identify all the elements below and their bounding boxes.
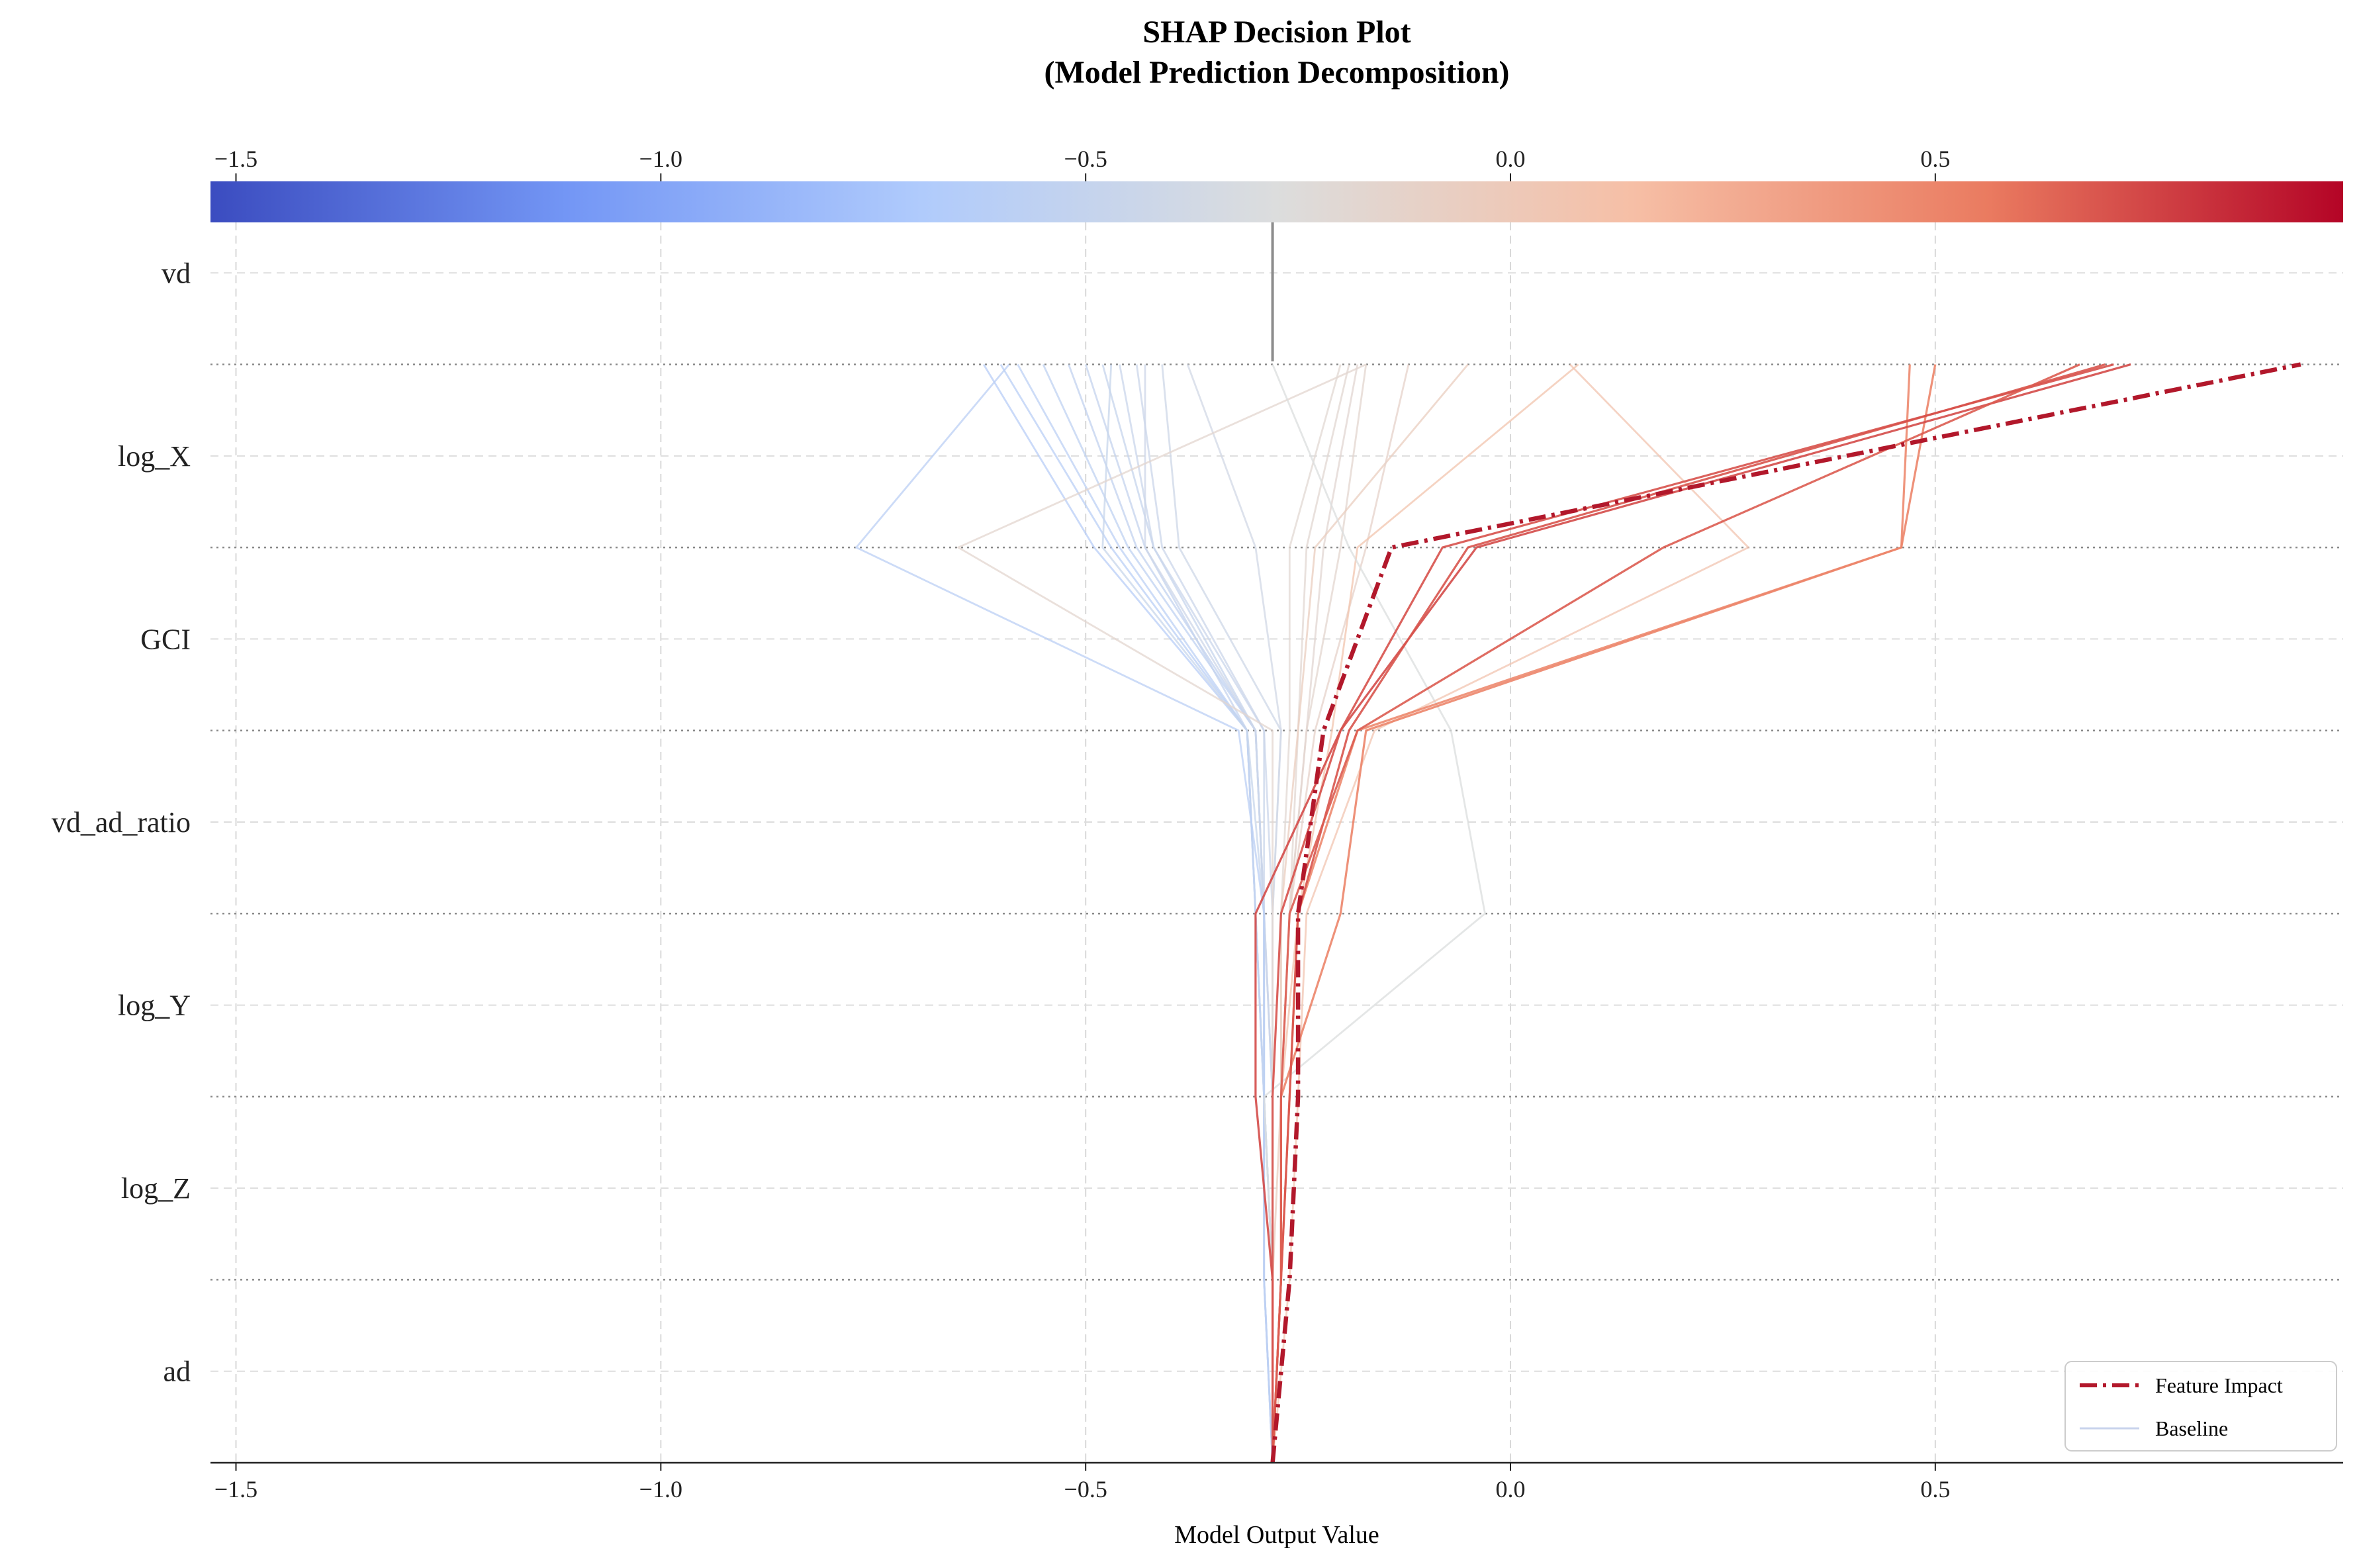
- feature-label-log_Y: log_Y: [118, 990, 191, 1022]
- colorbar-tick-label-2: −0.5: [1064, 146, 1107, 172]
- colorbar-tick-label-1: −1.0: [639, 146, 682, 172]
- x-tick-label-2: −0.5: [1064, 1476, 1107, 1502]
- decision-line-5: [1084, 364, 1274, 1463]
- decision-line-29: [1272, 363, 2080, 1463]
- series-lines: [855, 362, 2301, 1463]
- chart-title-line-1: SHAP Decision Plot: [1142, 15, 1411, 50]
- colorbar-tick-label-3: 0.0: [1496, 146, 1526, 172]
- colorbar: −1.5 −1.0 −0.5 0.0 0.5: [210, 146, 2343, 222]
- feature-label-ad: ad: [163, 1356, 191, 1388]
- x-tick-label-3: 0.0: [1496, 1476, 1526, 1502]
- x-tick-label-0: −1.5: [214, 1476, 257, 1502]
- feature-label-vd: vd: [162, 257, 191, 289]
- colorbar-tick-label-0: −1.5: [214, 146, 257, 172]
- colorbar-tick-label-4: 0.5: [1920, 146, 1950, 172]
- feature-label-log_Z: log_Z: [121, 1172, 191, 1205]
- decision-line-8: [1135, 364, 1274, 1463]
- axes: −1.5 −1.0 −0.5 0.0 0.5 vd log_X GCI vd_ad_ratiol…: [52, 257, 2343, 1502]
- feature-label-vd_ad_ratio: vd_ad_ratio: [52, 806, 191, 839]
- x-tick-label-1: −1.0: [639, 1476, 682, 1502]
- x-tick-label-4: 0.5: [1920, 1476, 1950, 1502]
- decision-line-11: [855, 363, 1274, 1463]
- decision-line-28: [1271, 363, 2114, 1463]
- grid: [210, 222, 2343, 1463]
- decision-line-1: [999, 363, 1274, 1463]
- decision-line-25: [1272, 364, 1937, 1463]
- legend-label-baseline: Baseline: [2155, 1416, 2228, 1440]
- decision-line-23: [1272, 363, 1749, 1463]
- decision-line-13: [1186, 364, 1282, 1463]
- feature-label-log_X: log_X: [118, 440, 191, 473]
- chart-title-line-2: (Model Prediction Decomposition): [1044, 55, 1509, 90]
- legend-label-feature-impact: Feature Impact: [2155, 1373, 2283, 1397]
- x-axis-label: Model Output Value: [1174, 1521, 1379, 1549]
- legend: Feature Impact Baseline: [2064, 1361, 2337, 1452]
- feature-label-GCI: GCI: [140, 623, 191, 655]
- decision-line-14: [957, 363, 1367, 1463]
- decision-line-17: [1272, 364, 1359, 1463]
- colorbar-gradient: [210, 181, 2343, 222]
